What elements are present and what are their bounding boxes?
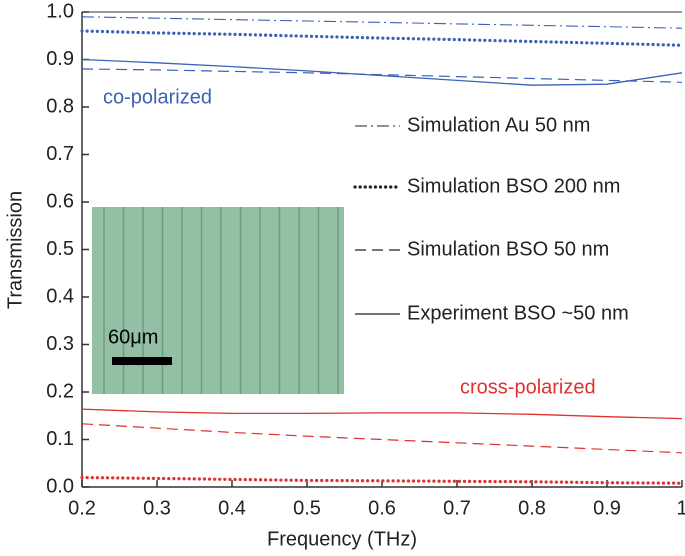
legend-label: Simulation BSO 50 nm (407, 238, 609, 260)
x-tick-label: 0.8 (518, 497, 546, 519)
x-tick-label: 0.5 (293, 497, 321, 519)
series-line (80, 475, 684, 485)
x-tick-label: 0.9 (593, 497, 621, 519)
series-line (81, 423, 683, 454)
scale-bar-label: 60μm (108, 326, 158, 348)
series-line (81, 58, 683, 86)
series-line (81, 16, 683, 29)
annotation: co-polarized (103, 86, 212, 108)
x-tick-label: 1 (676, 497, 685, 519)
y-tick-label: 0.4 (46, 285, 74, 307)
y-axis-label: Transmission (4, 191, 26, 309)
series-line (81, 68, 683, 83)
legend-label: Simulation Au 50 nm (407, 114, 590, 136)
x-axis-label: Frequency (THz) (267, 528, 417, 550)
y-tick-label: 0.8 (46, 95, 74, 117)
y-tick-label: 0.3 (46, 333, 74, 355)
y-tick-label: 0.1 (46, 428, 74, 450)
y-tick-label: 0.2 (46, 380, 74, 402)
inset-background (92, 207, 344, 394)
x-tick-label: 0.3 (143, 497, 171, 519)
scale-bar (112, 357, 172, 365)
y-tick-label: 0.5 (46, 238, 74, 260)
y-tick-label: 0.6 (46, 190, 74, 212)
x-tick-label: 0.7 (443, 497, 471, 519)
y-tick-label: 0.9 (46, 48, 74, 70)
legend-label: Simulation BSO 200 nm (407, 175, 620, 197)
annotation: cross-polarized (460, 376, 596, 398)
x-tick-label: 0.2 (68, 497, 96, 519)
series-line (80, 29, 684, 47)
x-tick-label: 0.6 (368, 497, 396, 519)
y-tick-label: 0.0 (46, 475, 74, 497)
x-tick-label: 0.4 (218, 497, 246, 519)
y-tick-label: 0.7 (46, 143, 74, 165)
legend-label: Experiment BSO ~50 nm (407, 302, 629, 324)
series-line (81, 408, 683, 420)
y-tick-label: 1.0 (46, 0, 74, 22)
inset-image: 60μm (92, 207, 344, 394)
